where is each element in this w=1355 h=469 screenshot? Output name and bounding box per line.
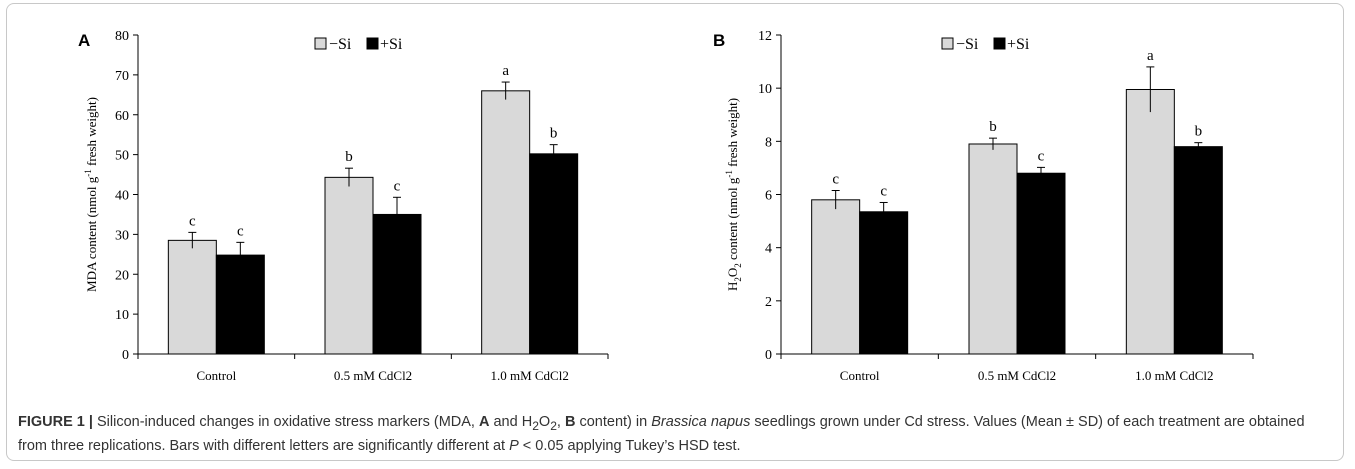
bar-minus-si bbox=[811, 199, 861, 355]
figure-caption: FIGURE 1 | Silicon-induced changes in ox… bbox=[18, 414, 1305, 454]
legend-swatch-minus-si bbox=[941, 37, 954, 50]
y-tick-label: 0 bbox=[765, 348, 772, 363]
significance-letter: c bbox=[1038, 148, 1045, 164]
significance-letter: c bbox=[394, 178, 401, 194]
y-tick-label: 50 bbox=[115, 149, 129, 164]
y-tick-label: 80 bbox=[115, 29, 129, 44]
y-axis-label-part: 2 bbox=[733, 263, 743, 268]
bar-minus-si bbox=[167, 239, 217, 355]
x-tick-label: 1.0 mM CdCl2 bbox=[490, 368, 568, 383]
legend-label-minus-si: −Si bbox=[329, 36, 352, 53]
bar-plus-si bbox=[1173, 146, 1223, 355]
significance-letter: c bbox=[832, 172, 839, 188]
bar-plus-si bbox=[1016, 172, 1066, 355]
y-tick-label: 10 bbox=[758, 82, 772, 97]
y-axis-label: H2O2 content (nmol g-1 fresh weight) bbox=[724, 98, 743, 291]
y-tick-label: 10 bbox=[115, 308, 129, 323]
caption-species: Brassica napus bbox=[651, 414, 751, 430]
x-tick-label: 0.5 mM CdCl2 bbox=[978, 368, 1056, 383]
caption-label: FIGURE 1 | bbox=[18, 414, 93, 430]
legend-swatch-minus-si bbox=[314, 37, 327, 50]
y-axis-label-part: -1 bbox=[83, 169, 93, 177]
significance-letter: b bbox=[345, 149, 353, 165]
bar-minus-si bbox=[324, 176, 374, 355]
y-axis-label-part: H bbox=[725, 282, 740, 291]
panel-label: B bbox=[713, 31, 725, 50]
y-tick-label: 8 bbox=[765, 135, 772, 150]
significance-letter: a bbox=[1147, 48, 1154, 64]
y-tick-label: 70 bbox=[115, 69, 129, 84]
legend-swatch-plus-si bbox=[993, 37, 1006, 50]
y-axis-label-part: O bbox=[725, 268, 740, 277]
x-tick-label: 1.0 mM CdCl2 bbox=[1135, 368, 1213, 383]
significance-letter: b bbox=[989, 119, 997, 135]
x-tick-label: 0.5 mM CdCl2 bbox=[334, 368, 412, 383]
y-tick-label: 6 bbox=[765, 189, 772, 204]
x-tick-label: Control bbox=[196, 368, 236, 383]
panel-label: A bbox=[78, 31, 90, 50]
y-tick-label: 20 bbox=[115, 268, 129, 283]
legend: −Si +Si bbox=[941, 36, 1030, 53]
bar-plus-si bbox=[859, 211, 909, 355]
y-axis-label-part: MDA content (nmol g bbox=[84, 176, 99, 292]
legend-label-minus-si: −Si bbox=[956, 36, 979, 53]
significance-letter: b bbox=[1195, 124, 1203, 140]
significance-letter: c bbox=[880, 183, 887, 199]
y-tick-label: 30 bbox=[115, 228, 129, 243]
bar-plus-si bbox=[372, 213, 422, 355]
y-tick-label: 2 bbox=[765, 295, 772, 310]
significance-letter: c bbox=[189, 213, 196, 229]
chart-panel-b: 0 2 4 6 8 10 12 Control 0.5 mM CdCl2 1.0 mM CdCl2… bbox=[713, 29, 1254, 383]
legend-swatch-plus-si bbox=[366, 37, 379, 50]
y-axis-label-part: -1 bbox=[724, 170, 734, 178]
legend-label-plus-si: +Si bbox=[1007, 36, 1030, 53]
bar-minus-si bbox=[968, 143, 1018, 355]
legend-label-plus-si: +Si bbox=[380, 36, 403, 53]
bar-minus-si bbox=[481, 90, 531, 355]
bar-plus-si bbox=[215, 254, 265, 355]
x-tick-label: Control bbox=[840, 368, 880, 383]
significance-letter: c bbox=[237, 223, 244, 239]
bar-plus-si bbox=[529, 153, 579, 355]
significance-letter: b bbox=[550, 126, 558, 142]
y-tick-label: 0 bbox=[122, 348, 129, 363]
y-axis-label: MDA content (nmol g-1 fresh weight) bbox=[83, 97, 99, 292]
legend: −Si +Si bbox=[314, 36, 403, 53]
y-axis-label-part: fresh weight) bbox=[725, 98, 740, 170]
significance-letter: a bbox=[502, 63, 509, 79]
y-axis-label-part: 2 bbox=[733, 277, 743, 282]
y-tick-label: 40 bbox=[115, 189, 129, 204]
chart-panel-a: 0 10 20 30 40 50 60 70 80 Control 0.5 mM CdCl2 1.0 … bbox=[78, 29, 609, 383]
y-tick-label: 60 bbox=[115, 109, 129, 124]
figure-frame bbox=[6, 3, 1344, 461]
y-axis-label-part: fresh weight) bbox=[84, 97, 99, 169]
y-tick-label: 4 bbox=[765, 242, 772, 257]
y-tick-label: 12 bbox=[758, 29, 772, 44]
y-axis-label-part: content (nmol g bbox=[725, 177, 740, 263]
bar-minus-si bbox=[1125, 88, 1175, 355]
